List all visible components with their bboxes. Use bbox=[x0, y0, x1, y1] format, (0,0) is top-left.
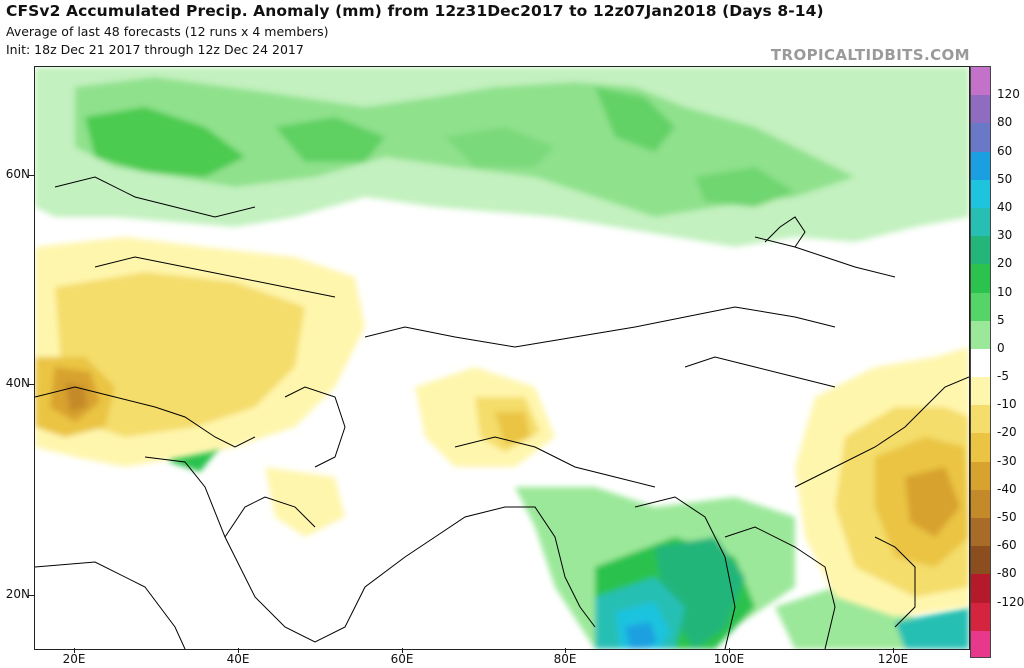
lon-tick bbox=[893, 648, 894, 653]
colorbar-segment bbox=[971, 123, 990, 153]
lon-label-100e: 100E bbox=[713, 652, 745, 666]
colorbar-segment bbox=[971, 602, 990, 632]
colorbar-segment bbox=[971, 518, 990, 547]
colorbar-segment bbox=[971, 236, 990, 265]
lon-label-60e: 60E bbox=[390, 652, 414, 666]
lon-label-40e: 40E bbox=[226, 652, 250, 666]
lat-label-20n: 20N bbox=[5, 587, 30, 601]
colorbar-label: -30 bbox=[997, 453, 1017, 468]
lon-label-20e: 20E bbox=[62, 652, 86, 666]
colorbar-segment bbox=[971, 67, 990, 96]
brand-watermark: TROPICALTIDBITS.COM bbox=[770, 46, 970, 64]
colorbar bbox=[970, 66, 991, 658]
lon-tick bbox=[565, 648, 566, 653]
colorbar-segment bbox=[971, 264, 990, 294]
dry-anomaly-regions bbox=[35, 237, 969, 617]
colorbar-label: -50 bbox=[997, 510, 1017, 525]
wet-anomaly-regions bbox=[35, 67, 969, 649]
colorbar-label: -20 bbox=[997, 425, 1017, 440]
precip-anomaly-map bbox=[35, 67, 969, 649]
lat-label-60n: 60N bbox=[5, 167, 30, 181]
lon-tick bbox=[729, 648, 730, 653]
lon-tick bbox=[238, 648, 239, 653]
colorbar-label: 50 bbox=[997, 171, 1013, 186]
colorbar-label: 40 bbox=[997, 199, 1013, 214]
colorbar-segment bbox=[971, 489, 990, 519]
colorbar-segment bbox=[971, 546, 990, 575]
lat-label-40n: 40N bbox=[5, 376, 30, 390]
map-subtitle: Average of last 48 forecasts (12 runs x … bbox=[6, 24, 329, 39]
colorbar-label: -80 bbox=[997, 566, 1017, 581]
lat-tick bbox=[28, 175, 34, 176]
colorbar-label: 5 bbox=[997, 312, 1005, 327]
colorbar-label: -60 bbox=[997, 538, 1017, 553]
colorbar-label: 60 bbox=[997, 143, 1013, 158]
colorbar-segment bbox=[971, 377, 990, 406]
lon-label-80e: 80E bbox=[553, 652, 577, 666]
colorbar-segment bbox=[971, 207, 990, 237]
colorbar-label: -40 bbox=[997, 481, 1017, 496]
lat-tick bbox=[28, 384, 34, 385]
colorbar-segment bbox=[971, 348, 990, 378]
colorbar-segment bbox=[971, 405, 990, 434]
colorbar-label: -5 bbox=[997, 369, 1009, 384]
colorbar-label: -10 bbox=[997, 397, 1017, 412]
lon-tick bbox=[402, 648, 403, 653]
lon-tick bbox=[74, 648, 75, 653]
colorbar-segment bbox=[971, 461, 990, 491]
coastlines-borders bbox=[35, 176, 969, 649]
colorbar-label: 10 bbox=[997, 284, 1013, 299]
colorbar-label: 20 bbox=[997, 256, 1013, 271]
colorbar-label: -120 bbox=[997, 594, 1024, 609]
colorbar-segment bbox=[971, 630, 990, 657]
map-title: CFSv2 Accumulated Precip. Anomaly (mm) f… bbox=[6, 2, 824, 20]
map-panel bbox=[34, 66, 970, 650]
colorbar-segment bbox=[971, 95, 990, 124]
colorbar-segment bbox=[971, 151, 990, 181]
colorbar-segment bbox=[971, 179, 990, 209]
colorbar-label: 120 bbox=[997, 87, 1020, 102]
colorbar-label: 30 bbox=[997, 228, 1013, 243]
colorbar-segment bbox=[971, 320, 990, 350]
colorbar-label: 0 bbox=[997, 340, 1005, 355]
colorbar-segment bbox=[971, 574, 990, 604]
lat-tick bbox=[28, 595, 34, 596]
colorbar-segment bbox=[971, 292, 990, 322]
lon-label-120e: 120E bbox=[877, 652, 909, 666]
init-time: Init: 18z Dec 21 2017 through 12z Dec 24… bbox=[6, 42, 304, 57]
colorbar-segment bbox=[971, 433, 990, 463]
colorbar-label: 80 bbox=[997, 115, 1013, 130]
